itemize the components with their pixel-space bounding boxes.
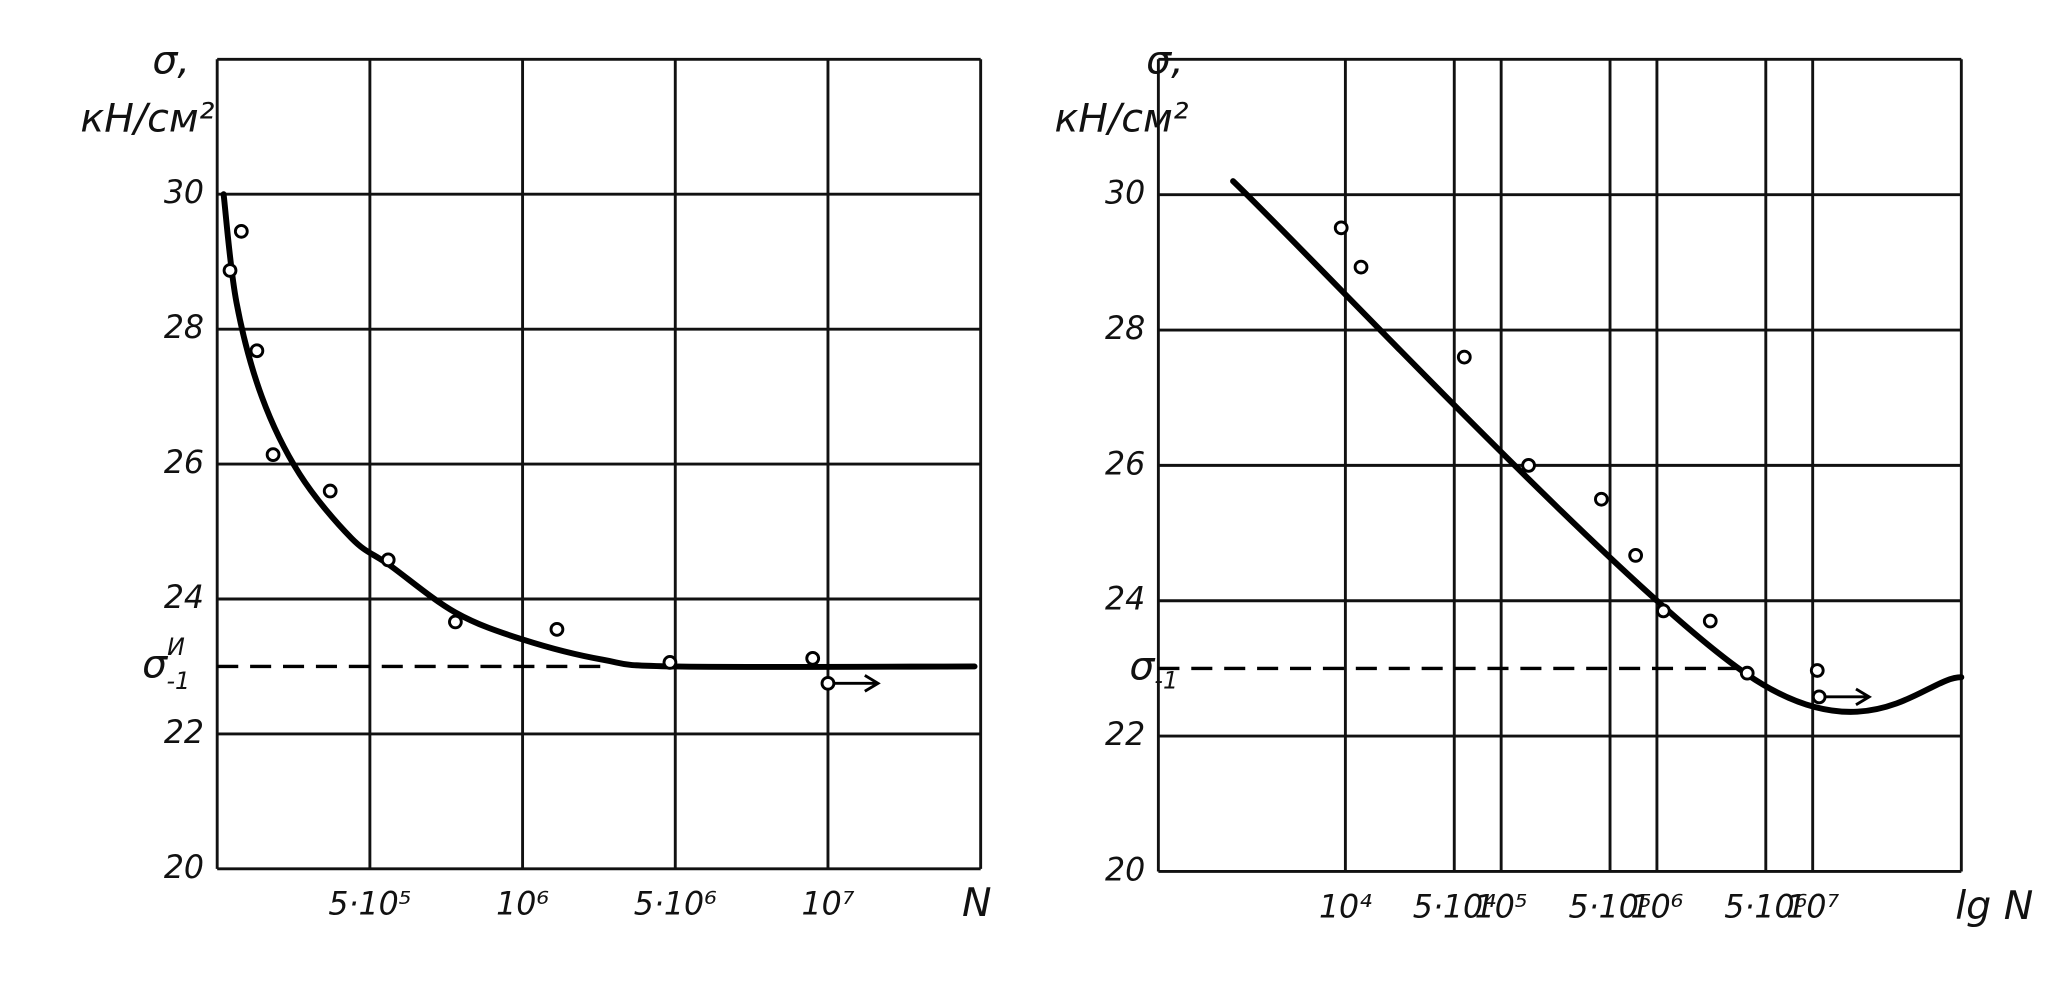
x-tick-label: 10⁷ (802, 887, 855, 923)
data-point (380, 552, 396, 568)
x-tick-label: 10⁵ (1475, 889, 1528, 925)
y-axis-label: кН/см² (80, 96, 214, 142)
data-point (1456, 349, 1472, 365)
data-point (662, 655, 678, 670)
data-point (448, 614, 463, 630)
data-point (1521, 458, 1536, 473)
y-tick-label: 26 (164, 445, 204, 481)
fit-line (1230, 178, 1965, 715)
data-point (1702, 613, 1718, 629)
data-point (1628, 548, 1644, 563)
x-tick-label: 10⁶ (496, 887, 549, 923)
y-tick-label: 30 (164, 175, 204, 211)
limit-label-sub: -1 (1154, 666, 1178, 694)
data-point (322, 483, 338, 499)
runout-point (1811, 689, 1827, 705)
runout-arrow (834, 674, 881, 693)
limit-label-sup: И (167, 633, 185, 661)
limit-label-sub: -1 (166, 667, 190, 695)
y-tick-label: 28 (164, 310, 204, 346)
data-point (1594, 491, 1609, 507)
data-point (249, 343, 265, 359)
y-tick-label: 22 (164, 715, 204, 751)
x-axis-label: lg N (1955, 883, 2033, 929)
x-tick-label: 5·10⁶ (1724, 889, 1807, 925)
x-axis-label: N (962, 880, 992, 926)
y-tick-label: 24 (164, 580, 204, 616)
data-point (1353, 259, 1369, 275)
y-tick-label: 24 (1105, 582, 1145, 618)
data-point (549, 621, 565, 637)
y-tick-label: 28 (1105, 311, 1145, 347)
chart: 20 22 24 26 28 30 5·10⁵ 10⁶ 5·10⁶ 10⁷ σ, кН/см² NσИ -… (80, 38, 991, 926)
limit-label-main: σ (1129, 643, 1156, 689)
y-tick-label: 20 (1105, 852, 1145, 888)
limit-label: σИ -1 (142, 633, 190, 695)
x-tick-label: 10⁴ (1319, 889, 1372, 925)
data-point (805, 650, 821, 666)
x-tick-label: 5·10⁵ (328, 887, 411, 923)
runout-point (820, 675, 836, 691)
y-axis-label: σ, (152, 38, 190, 84)
x-tick-label: 5·10⁶ (634, 887, 717, 923)
y-axis-label: σ, (1146, 38, 1184, 84)
data-point (1333, 220, 1349, 236)
x-tick-label: 5·10⁴ (1413, 889, 1496, 925)
x-tick-label: 10⁷ (1786, 889, 1839, 925)
x-tick-label: 10⁶ (1630, 889, 1683, 925)
data-point (233, 223, 249, 239)
y-tick-label: 20 (164, 850, 204, 886)
limit-label-main: σ (142, 641, 169, 687)
data-point (1739, 665, 1755, 681)
y-tick-label: 22 (1105, 717, 1145, 753)
data-point (1655, 603, 1671, 619)
y-axis-label: кН/см² (1054, 96, 1188, 142)
x-tick-label: 5·10⁵ (1569, 889, 1652, 925)
data-point (1809, 663, 1825, 678)
y-tick-label: 30 (1105, 176, 1145, 212)
y-tick-label: 26 (1105, 446, 1145, 482)
limit-label: σ-1 (1129, 643, 1178, 694)
data-point (265, 447, 281, 462)
data-point (222, 263, 238, 278)
runout-arrow (1825, 687, 1872, 706)
